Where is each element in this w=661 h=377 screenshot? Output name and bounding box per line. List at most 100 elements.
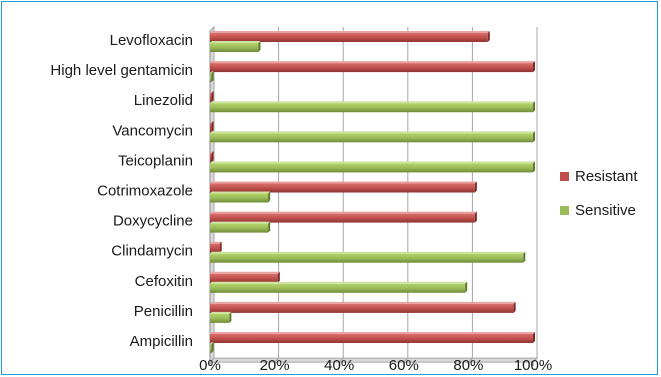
gridline-floor	[532, 357, 538, 363]
bar-end-face	[513, 301, 516, 313]
bar-sensitive-cefoxitin	[210, 281, 468, 293]
x-tick-label: 0%	[199, 357, 221, 374]
bar-top-face	[210, 221, 271, 224]
category-label: Cefoxitin	[135, 273, 193, 290]
bar-top-face	[210, 41, 261, 43]
bar-front-face	[210, 283, 466, 293]
bar-end-face	[268, 191, 271, 203]
bar-front-face	[210, 33, 488, 42]
bar-sensitive-penicillin	[210, 311, 232, 323]
legend-label-resistant: Resistant	[575, 168, 638, 185]
bar-front-face	[210, 273, 278, 283]
bar-top-face	[210, 101, 535, 104]
category-label: Teicoplanin	[118, 152, 193, 169]
bar-front-face	[210, 183, 475, 193]
bar-top-face	[210, 131, 535, 134]
gridline-floor	[338, 357, 344, 363]
legend-swatch-sensitive	[560, 206, 569, 215]
x-tick-label: 80%	[453, 357, 483, 374]
bar-front-face	[210, 253, 524, 263]
bar-end-face	[465, 281, 468, 293]
bar-resistant-linezolid	[210, 91, 214, 103]
bar-end-face	[277, 271, 280, 283]
bar-top-face	[210, 181, 477, 184]
bar-top-face	[210, 31, 490, 33]
bar-end-face	[533, 61, 535, 73]
bar-front-face	[210, 93, 212, 103]
bar-top-face	[210, 91, 214, 94]
bar-sensitive-doxycycline	[210, 221, 271, 233]
legend-label-sensitive: Sensitive	[575, 202, 636, 219]
category-labels: Levofloxacin High level gentamicin Linezol…	[50, 32, 193, 350]
category-label: High level gentamicin	[50, 62, 193, 79]
bar-end-face	[533, 131, 535, 143]
bar-end-face	[487, 31, 490, 42]
bar-sensitive-ampicillin	[210, 342, 214, 353]
bar-top-face	[210, 342, 214, 344]
bar-top-face	[210, 241, 222, 244]
bar-end-face	[211, 342, 214, 353]
bar-front-face	[210, 73, 212, 83]
bar-front-face	[210, 193, 269, 203]
gridline-floor	[468, 357, 473, 363]
bar-sensitive-cotrimoxazole	[210, 191, 271, 203]
bar-end-face	[523, 251, 526, 263]
bar-sensitive-clindamycin	[210, 251, 526, 263]
bar-end-face	[474, 211, 477, 223]
bar-sensitive-linezolid	[210, 101, 535, 113]
category-label: Linezolid	[134, 92, 193, 109]
bar-end-face	[219, 241, 222, 253]
x-tick-label: 100%	[514, 357, 552, 374]
bar-end-face	[533, 161, 535, 173]
bar-front-face	[210, 344, 212, 353]
bar-resistant-vancomycin	[210, 121, 214, 133]
x-tick-label: 40%	[324, 357, 354, 374]
bar-end-face	[229, 311, 232, 323]
bar-top-face	[210, 281, 468, 284]
gridline-floor	[403, 357, 409, 363]
bar-front-face	[210, 153, 212, 163]
category-label: Levofloxacin	[110, 32, 193, 49]
bar-top-face	[210, 271, 280, 274]
bar-end-face	[211, 71, 214, 83]
bar-end-face	[211, 151, 214, 163]
bar-top-face	[210, 161, 535, 164]
gridline-floor	[209, 357, 215, 363]
legend: Resistant Sensitive	[560, 168, 638, 219]
category-label: Doxycycline	[113, 213, 193, 230]
bar-front-face	[210, 63, 533, 73]
bar-front-face	[210, 123, 212, 133]
bar-end-face	[533, 101, 535, 113]
bar-front-face	[210, 213, 475, 223]
bar-front-face	[210, 43, 259, 52]
bar-resistant-clindamycin	[210, 241, 222, 253]
bar-resistant-ampicillin	[210, 332, 535, 343]
bar-end-face	[533, 332, 535, 343]
category-label: Vancomycin	[112, 122, 193, 139]
category-label: Ampicillin	[130, 333, 193, 350]
bar-front-face	[210, 303, 514, 313]
bar-top-face	[210, 311, 232, 314]
legend-swatch-resistant	[560, 172, 569, 181]
bar-top-face	[210, 251, 526, 254]
x-tick-label: 60%	[389, 357, 419, 374]
bar-sensitive-teicoplanin	[210, 161, 535, 173]
bar-end-face	[211, 121, 214, 133]
bar-resistant-levofloxacin	[210, 31, 490, 42]
bar-top-face	[210, 191, 271, 194]
gridline-floor	[274, 357, 279, 363]
bar-end-face	[474, 181, 477, 193]
bar-front-face	[210, 133, 533, 143]
bar-top-face	[210, 71, 214, 74]
bar-top-face	[210, 301, 516, 304]
bar-resistant-cefoxitin	[210, 271, 280, 283]
bar-end-face	[211, 91, 214, 103]
x-tick-label: 20%	[260, 357, 290, 374]
bar-resistant-teicoplanin	[210, 151, 214, 163]
bar-top-face	[210, 151, 214, 154]
bar-resistant-doxycycline	[210, 211, 477, 223]
bar-front-face	[210, 223, 269, 233]
bar-front-face	[210, 103, 533, 113]
category-label: Clindamycin	[111, 243, 193, 260]
